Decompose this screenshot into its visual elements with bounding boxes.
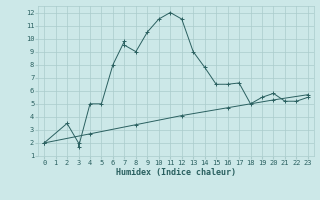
X-axis label: Humidex (Indice chaleur): Humidex (Indice chaleur): [116, 168, 236, 177]
